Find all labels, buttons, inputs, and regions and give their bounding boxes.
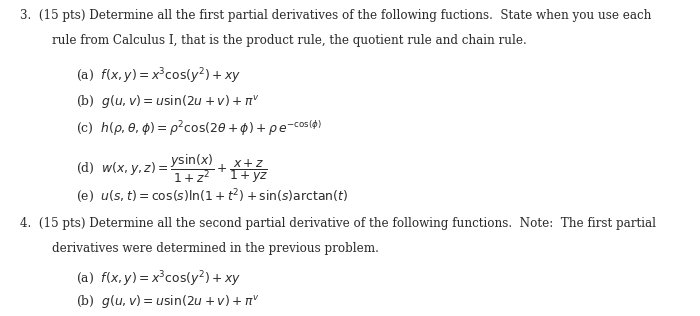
Text: (a)  $f(x, y) = x^3 \cos(y^2) + xy$: (a) $f(x, y) = x^3 \cos(y^2) + xy$ (76, 269, 241, 289)
Text: (e)  $u(s, t) = \cos(s)\ln(1 + t^2) + \sin(s)\arctan(t)$: (e) $u(s, t) = \cos(s)\ln(1 + t^2) + \si… (76, 188, 347, 205)
Text: (b)  $g(u, v) = u \sin(2u + v) + \pi^v$: (b) $g(u, v) = u \sin(2u + v) + \pi^v$ (76, 93, 259, 110)
Text: (d)  $w(x, y, z) = \dfrac{y\sin(x)}{1+z^2} + \dfrac{x+z}{1+yz}$: (d) $w(x, y, z) = \dfrac{y\sin(x)}{1+z^2… (76, 152, 267, 185)
Text: derivatives were determined in the previous problem.: derivatives were determined in the previ… (52, 242, 379, 255)
Text: (b)  $g(u, v) = u \sin(2u + v) + \pi^v$: (b) $g(u, v) = u \sin(2u + v) + \pi^v$ (76, 293, 259, 310)
Text: 4.  (15 pts) Determine all the second partial derivative of the following functi: 4. (15 pts) Determine all the second par… (20, 217, 656, 230)
Text: rule from Calculus I, that is the product rule, the quotient rule and chain rule: rule from Calculus I, that is the produc… (52, 34, 527, 47)
Text: 3.  (15 pts) Determine all the first partial derivatives of the following fuctio: 3. (15 pts) Determine all the first part… (20, 9, 651, 22)
Text: (a)  $f(x, y) = x^3 \cos(y^2) + xy$: (a) $f(x, y) = x^3 \cos(y^2) + xy$ (76, 66, 241, 86)
Text: (c)  $h(\rho, \theta, \phi) = \rho^2 \cos(2\theta + \phi) + \rho\, e^{-\cos(\phi: (c) $h(\rho, \theta, \phi) = \rho^2 \cos… (76, 119, 321, 138)
